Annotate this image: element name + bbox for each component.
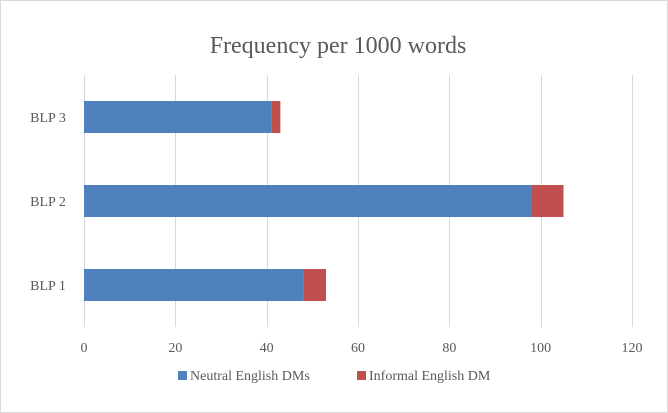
- bar-neutral: [84, 269, 304, 301]
- x-tick-label: 0: [81, 341, 88, 356]
- y-category-label: BLP 3: [30, 111, 66, 126]
- bar-informal: [303, 269, 327, 301]
- bar-neutral: [84, 101, 272, 133]
- legend-swatch: [178, 371, 187, 380]
- legend-swatch: [357, 371, 366, 380]
- y-category-label: BLP 2: [30, 195, 66, 210]
- chart-title: Frequency per 1000 words: [210, 33, 467, 59]
- legend[interactable]: Neutral English DMs Informal English DM: [178, 369, 491, 384]
- y-category-label: BLP 1: [30, 279, 66, 294]
- x-tick-label: 120: [622, 341, 643, 356]
- bar-informal: [271, 101, 281, 133]
- bar-neutral: [84, 185, 532, 217]
- x-tick-label: 40: [260, 341, 274, 356]
- legend-label: Informal English DM: [369, 369, 491, 384]
- y-axis-labels: BLP 3 BLP 2 BLP 1: [30, 111, 66, 294]
- x-tick-label: 100: [530, 341, 551, 356]
- legend-label: Neutral English DMs: [190, 369, 310, 384]
- bars: [84, 101, 564, 301]
- x-tick-label: 20: [168, 341, 182, 356]
- x-axis-tick-labels: 0 20 40 60 80 100 120: [81, 341, 643, 356]
- x-tick-label: 80: [442, 341, 456, 356]
- bar-informal: [531, 185, 564, 217]
- x-tick-label: 60: [351, 341, 365, 356]
